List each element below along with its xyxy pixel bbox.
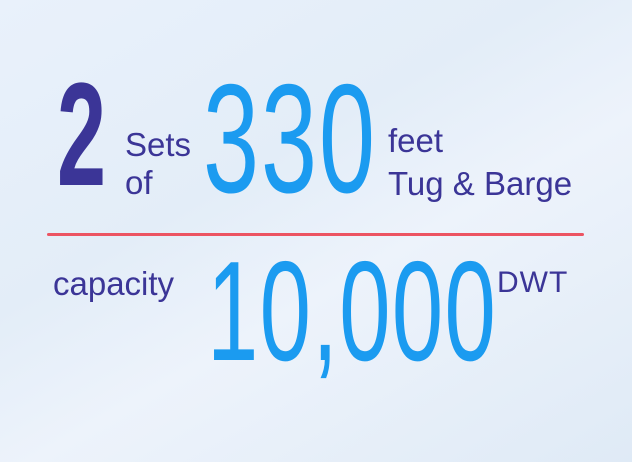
fleet-count-label-line1: Sets <box>125 126 192 163</box>
vessel-length-unit-label: feet Tug & Barge <box>388 120 572 206</box>
vessel-type: Tug & Barge <box>388 164 573 202</box>
fleet-count-number: 2 <box>57 53 107 217</box>
vessel-length-number: 330 <box>203 52 377 225</box>
capacity-unit-label: DWT <box>497 266 569 299</box>
vessel-length-unit: feet <box>388 122 444 159</box>
capacity-label: capacity <box>53 265 175 302</box>
capacity-number: 10,000 <box>207 232 498 391</box>
fleet-count-label: Sets of <box>125 126 191 201</box>
divider-line <box>47 233 584 236</box>
fleet-count-label-line2: of <box>125 163 153 201</box>
